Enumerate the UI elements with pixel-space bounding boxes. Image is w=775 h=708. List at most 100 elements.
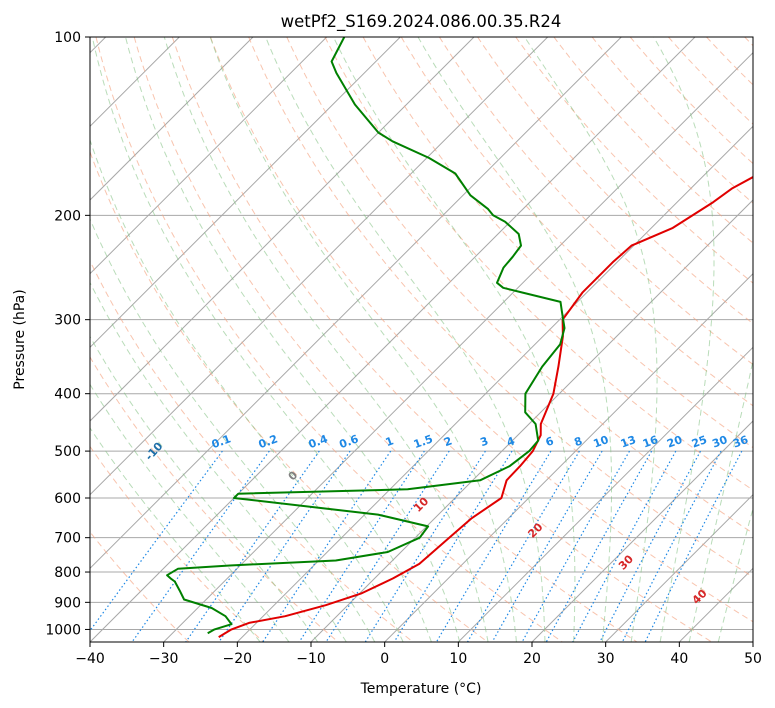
- y-axis-label: Pressure (hPa): [12, 289, 28, 389]
- moist-adiabat-line: [653, 37, 715, 642]
- plot-frame: [89, 36, 754, 643]
- x-tick-label: −30: [149, 651, 179, 667]
- isotherm-line: [90, 37, 401, 349]
- mixing-ratio-label: 6: [544, 434, 556, 449]
- axes: −40 −30 −20 −10 0 10 20 30 40 5010020030040050060…: [45, 30, 762, 667]
- mixing-ratio-line: [262, 450, 392, 642]
- mixing-ratio-label: 1.5: [412, 432, 435, 451]
- isotherm-line: [90, 37, 549, 496]
- mixing-ratio-label: 36: [731, 433, 750, 451]
- x-tick-label: −20: [223, 651, 253, 667]
- mixing-ratio-label: 4: [505, 434, 517, 449]
- moist-adiabat-line: [332, 37, 576, 642]
- y-tick-label: 700: [54, 531, 81, 547]
- y-tick-label: 1000: [45, 622, 81, 638]
- moist-adiabat-line: [90, 335, 319, 642]
- y-tick-label: 400: [54, 387, 81, 403]
- dry-adiabat-line: [591, 37, 753, 204]
- dry-adiabat-line: [210, 37, 753, 623]
- dry-adiabat-line: [90, 445, 264, 642]
- y-tick-label: 300: [54, 313, 81, 329]
- isotherm-line: [90, 37, 328, 275]
- mixing-ratio-label: 16: [641, 433, 660, 451]
- mixing-ratio-label: 25: [690, 433, 709, 450]
- mixing-ratio-line: [185, 450, 320, 642]
- moist-adiabat-line: [417, 37, 612, 642]
- moist-adiabat-line: [688, 358, 753, 642]
- isotherm-line: [457, 346, 753, 642]
- mixing-ratio-label: 13: [619, 433, 638, 450]
- mixing-ratio-line: [521, 450, 631, 642]
- moist-adiabat-line: [90, 281, 347, 642]
- dry-adiabat-line: [400, 37, 753, 407]
- mixing-ratio-label: 0.6: [338, 432, 361, 451]
- chart-guides: [90, 37, 753, 642]
- x-tick-label: 50: [744, 651, 762, 667]
- moist-adiabat-line: [90, 217, 376, 642]
- mixing-ratio-label: 20: [665, 433, 684, 451]
- dry-adiabat-line: [324, 37, 753, 491]
- dry-adiabat-line: [438, 37, 753, 366]
- moist-adiabat-line: [265, 37, 546, 642]
- dry-adiabat-line: [90, 356, 339, 642]
- isotherm-line: [605, 493, 753, 642]
- moist-adiabat-line: [90, 427, 261, 642]
- mixing-ratio-label: 0.1: [210, 432, 233, 451]
- isotherm-line: [90, 37, 254, 201]
- dry-adiabat-line: [171, 37, 712, 642]
- isotherm-line: [90, 37, 475, 422]
- mixing-ratio-label: 10: [592, 433, 611, 451]
- chart-title: wetPf2_S169.2024.086.00.35.R24: [281, 12, 562, 32]
- isotherm-line: [90, 37, 696, 642]
- temperature-line: [218, 175, 753, 638]
- isotherm-line: [531, 420, 753, 642]
- isotherm-line: [163, 51, 753, 642]
- x-tick-label: −10: [296, 651, 326, 667]
- mixing-ratio-label: 0.4: [307, 432, 330, 451]
- dry-adiabat-line: [286, 37, 753, 534]
- x-tick-label: 40: [670, 651, 688, 667]
- mixing-ratio-label: 30: [710, 433, 729, 451]
- x-tick-label: 30: [597, 651, 615, 667]
- mixing-ratio-label: 3: [478, 434, 490, 449]
- dry-adiabat-line: [553, 37, 753, 244]
- y-tick-label: 900: [54, 595, 81, 611]
- moist-adiabat-line: [717, 506, 753, 642]
- mixing-ratio-label: 0.2: [257, 432, 280, 451]
- dry-adiabat-line: [133, 37, 638, 642]
- moist-adiabat-line: [125, 37, 461, 642]
- dewpoint-line: [166, 37, 566, 635]
- mixing-ratio-line: [621, 450, 722, 642]
- mixing-ratio-line: [298, 450, 425, 642]
- moist-adiabat-line: [209, 37, 517, 642]
- y-tick-label: 100: [54, 30, 81, 46]
- x-tick-label: 10: [449, 651, 467, 667]
- dry-adiabat-line: [362, 37, 753, 449]
- dry-adiabat-line: [248, 37, 753, 578]
- mixing-ratio-label: 8: [572, 434, 584, 449]
- y-tick-label: 200: [54, 208, 81, 224]
- mixing-ratio-line: [393, 450, 513, 642]
- isotherm-line: [236, 125, 753, 642]
- x-axis-label: Temperature (°C): [360, 681, 482, 697]
- moist-adiabat-line: [524, 37, 658, 642]
- mixing-ratio-line: [572, 450, 677, 642]
- x-tick-label: −40: [75, 651, 105, 667]
- mixing-ratio-line: [644, 450, 743, 642]
- x-tick-label: 0: [380, 651, 389, 667]
- dry-adiabat-line: [95, 37, 563, 642]
- y-tick-label: 600: [54, 491, 81, 507]
- isotherm-line: [90, 37, 622, 570]
- moist-adiabat-line: [90, 383, 290, 642]
- isotherm-line: [384, 272, 753, 642]
- dry-adiabat-line: [90, 259, 414, 642]
- mixing-ratio-line: [90, 450, 223, 632]
- x-tick-label: 20: [523, 651, 541, 667]
- mixing-ratio-label: 1: [384, 434, 396, 449]
- moist-adiabat-line: [90, 138, 404, 642]
- y-tick-label: 500: [54, 444, 81, 460]
- moist-adiabat-line: [91, 37, 432, 642]
- y-tick-label: 800: [54, 565, 81, 581]
